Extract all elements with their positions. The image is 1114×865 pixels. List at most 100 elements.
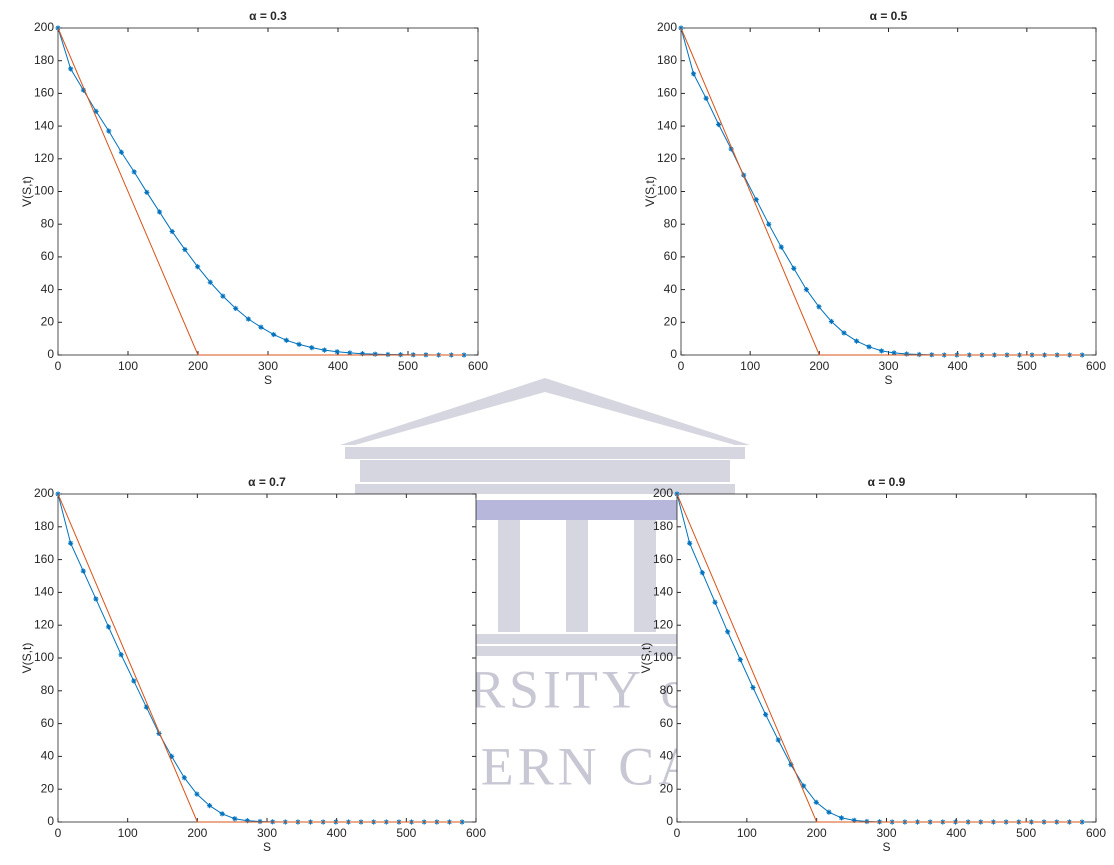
x-tick-label: 100 (118, 359, 138, 373)
x-tick-label: 600 (468, 359, 488, 373)
y-tick-label: 80 (41, 683, 55, 697)
x-tick-label: 500 (396, 826, 416, 840)
y-tick-label: 80 (660, 683, 674, 697)
x-tick-label: 600 (1086, 359, 1106, 373)
y-tick-label: 180 (34, 519, 54, 533)
y-tick-label: 160 (657, 86, 677, 100)
data-point (347, 350, 353, 356)
x-tick-label: 500 (1016, 826, 1036, 840)
x-tick-label: 0 (55, 826, 62, 840)
y-tick-label: 60 (41, 716, 55, 730)
y-tick-label: 100 (34, 650, 54, 664)
data-point (841, 330, 847, 336)
y-tick-label: 140 (34, 118, 54, 132)
data-point (878, 348, 885, 354)
data-point (690, 71, 697, 77)
series-line (680, 27, 1083, 356)
x-tick-label: 600 (466, 826, 486, 840)
data-point (233, 305, 239, 312)
data-point (207, 279, 213, 285)
data-point (118, 652, 124, 658)
chart-title: α = 0.5 (870, 9, 908, 23)
data-point (271, 331, 277, 338)
y-tick-label: 40 (41, 749, 55, 763)
series-line (57, 493, 463, 823)
plot-area (57, 27, 479, 356)
y-tick-label: 140 (653, 585, 673, 599)
data-point (194, 264, 201, 270)
data-point (828, 318, 835, 325)
data-point (68, 540, 74, 546)
data-point (788, 762, 794, 768)
y-tick-label: 40 (660, 749, 674, 763)
y-tick-label: 80 (664, 216, 678, 230)
x-tick-label: 0 (55, 359, 62, 373)
y-tick-label: 160 (34, 552, 54, 566)
data-point (156, 209, 163, 215)
y-axis-label: V(S,t) (643, 176, 657, 207)
y-tick-label: 100 (653, 650, 673, 664)
x-tick-label: 400 (328, 359, 348, 373)
y-tick-label: 200 (34, 20, 54, 34)
data-point (220, 293, 226, 299)
data-point (813, 799, 819, 805)
x-axis-label: S (884, 373, 892, 387)
x-axis-label: S (882, 840, 890, 854)
data-point (753, 197, 759, 203)
y-tick-label: 60 (664, 249, 678, 263)
data-point (131, 169, 137, 175)
series-line (676, 493, 1083, 823)
y-tick-label: 200 (34, 486, 54, 500)
x-tick-label: 200 (807, 826, 827, 840)
x-tick-label: 400 (948, 359, 968, 373)
data-point (703, 95, 709, 101)
x-tick-label: 100 (118, 826, 138, 840)
data-point (206, 803, 213, 809)
data-point (838, 815, 845, 821)
x-tick-label: 300 (258, 359, 278, 373)
y-tick-label: 60 (41, 249, 55, 263)
data-point (296, 341, 302, 347)
x-tick-label: 300 (257, 826, 277, 840)
x-tick-label: 0 (678, 359, 685, 373)
y-tick-label: 200 (653, 486, 673, 500)
data-point (106, 128, 112, 134)
y-tick-label: 80 (41, 216, 55, 230)
data-point (245, 316, 251, 322)
data-point (826, 809, 832, 815)
data-point (728, 146, 734, 152)
y-tick-label: 120 (657, 151, 677, 165)
data-point (775, 737, 781, 743)
plot-area (57, 493, 477, 823)
data-point (283, 337, 290, 343)
data-point (93, 108, 99, 114)
x-tick-label: 300 (876, 826, 896, 840)
y-tick-label: 140 (657, 118, 677, 132)
data-point (763, 711, 769, 718)
chart-title: α = 0.9 (868, 475, 906, 489)
y-tick-label: 0 (666, 814, 673, 828)
y-tick-label: 180 (34, 53, 54, 67)
data-point (169, 228, 175, 235)
data-point (80, 87, 87, 93)
data-point (891, 350, 897, 356)
y-tick-label: 120 (34, 151, 54, 165)
data-point (853, 338, 860, 344)
x-tick-label: 400 (327, 826, 347, 840)
data-point (687, 540, 693, 546)
y-tick-label: 0 (47, 814, 54, 828)
x-tick-label: 500 (1017, 359, 1037, 373)
data-point (791, 265, 797, 271)
x-axis-label: S (263, 840, 271, 854)
y-tick-label: 180 (657, 53, 677, 67)
data-point (716, 121, 722, 128)
data-point (219, 811, 225, 817)
y-tick-label: 0 (670, 347, 677, 361)
data-point (309, 345, 315, 351)
data-point (258, 324, 264, 330)
x-tick-label: 200 (188, 359, 208, 373)
data-point (156, 730, 162, 737)
y-tick-label: 160 (653, 552, 673, 566)
data-point (778, 244, 784, 250)
data-point (816, 304, 822, 310)
